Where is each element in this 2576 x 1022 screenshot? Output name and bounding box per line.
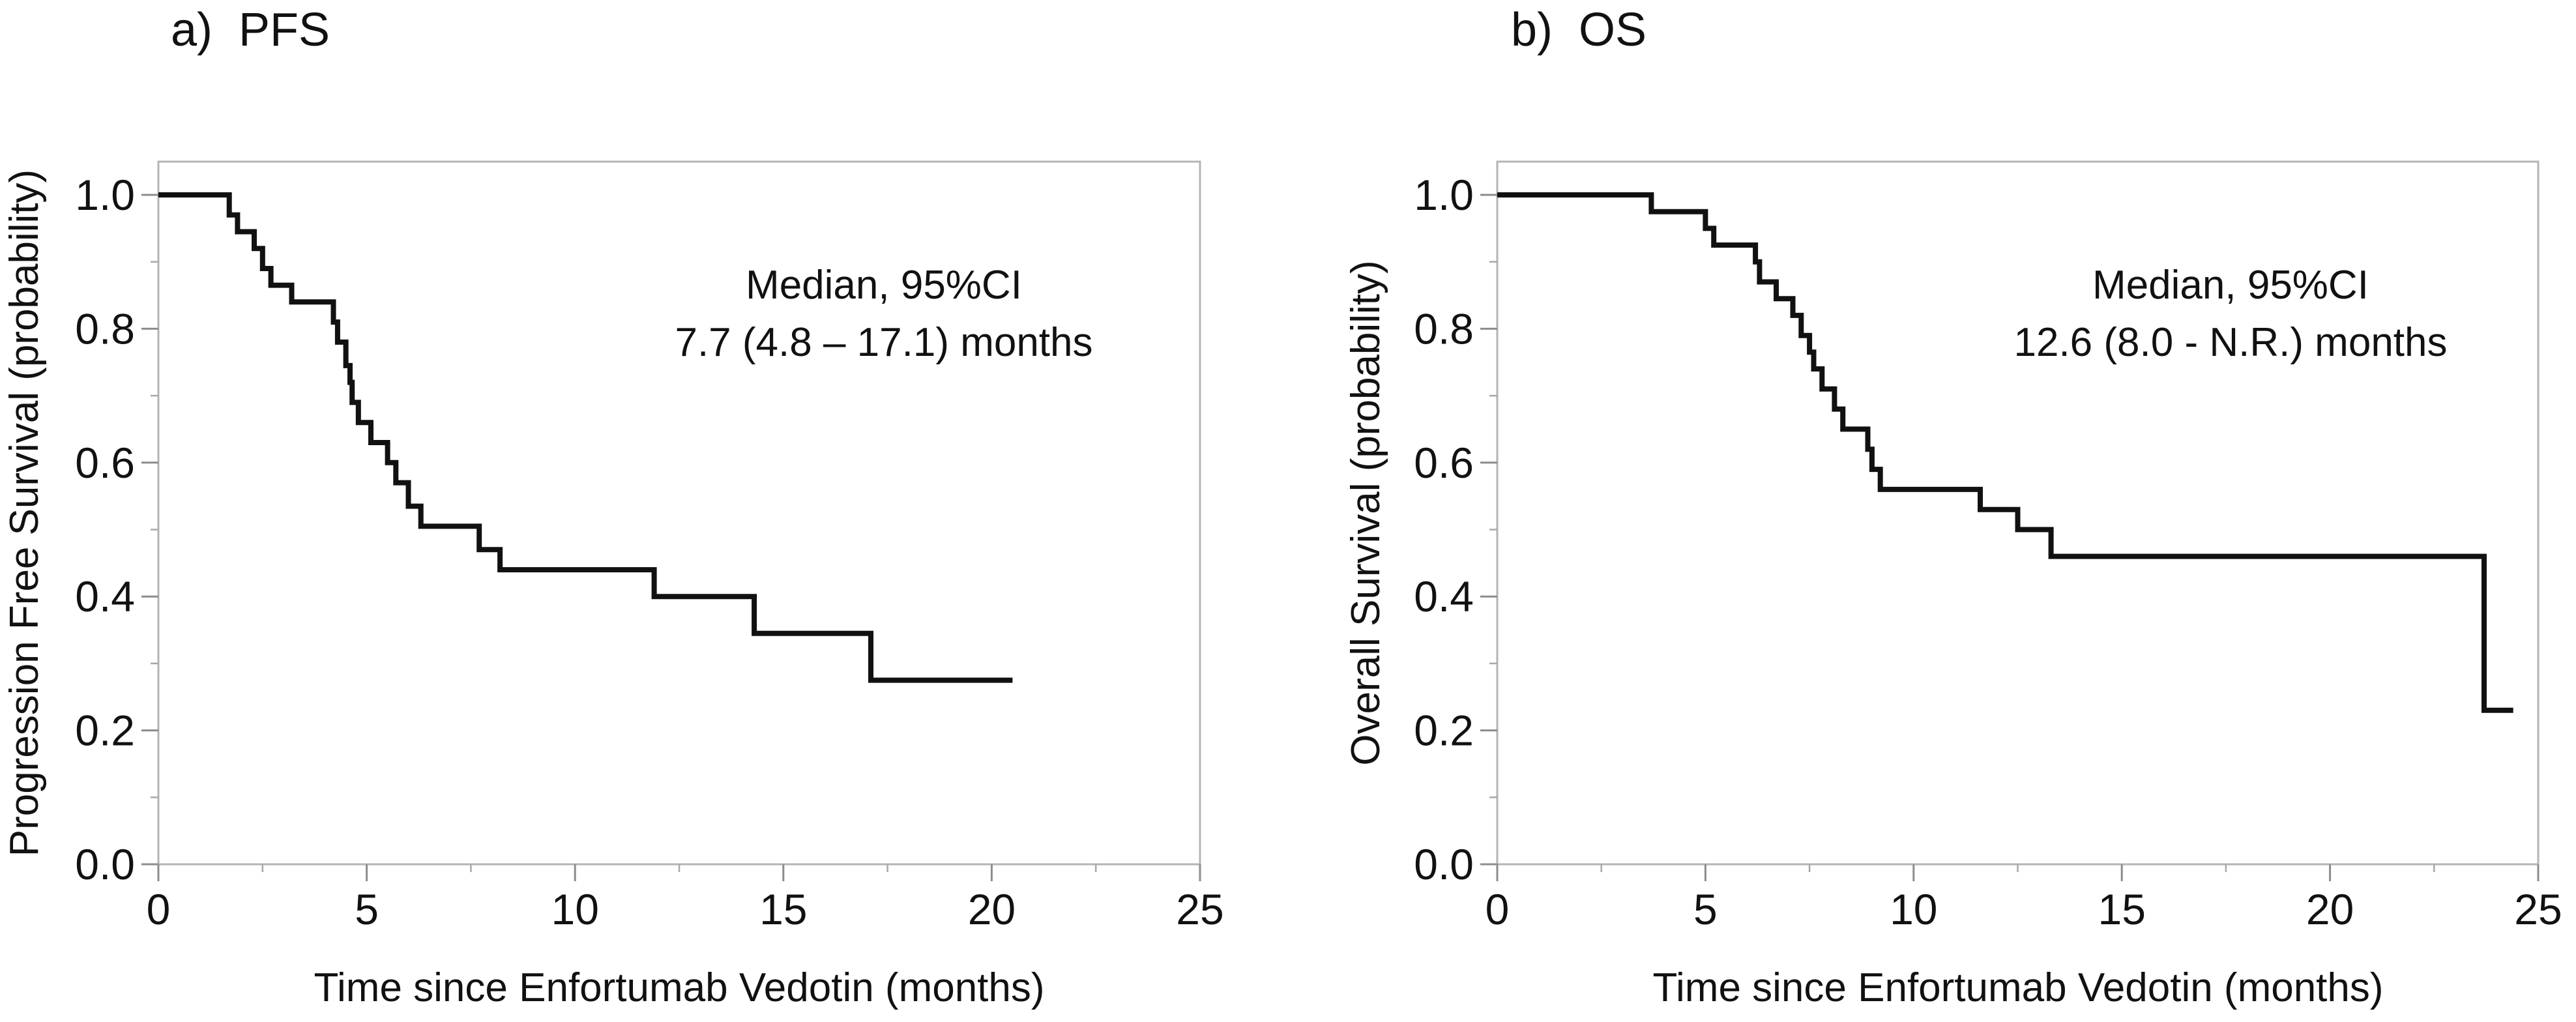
pfs-y-tick-label: 0.4: [75, 572, 135, 620]
pfs-x-tick-label: 20: [968, 885, 1016, 933]
os-annotation-line-1: Median, 95%CI: [2092, 263, 2369, 308]
pfs-axis-ticks: [141, 194, 1201, 881]
os-survival-curve: [1497, 192, 2513, 713]
pfs-x-tick-label: 15: [759, 885, 807, 933]
pfs-x-tick-labels: 0 5 10 15 20 25: [147, 885, 1224, 933]
os-x-tick-label: 0: [1486, 885, 1510, 933]
os-y-tick-label: 0.8: [1414, 304, 1474, 353]
os-panel-title: b) OS: [1511, 4, 1647, 56]
pfs-panel: a) PFS 0.0 0.2 0.4 0.6 0.8 1.0 0 5 10 15…: [2, 4, 1224, 1010]
pfs-y-tick-label: 0.8: [75, 304, 135, 353]
os-y-tick-label: 0.0: [1414, 840, 1474, 888]
os-annotation-line-2: 12.6 (8.0 - N.R.) months: [2013, 320, 2447, 365]
pfs-y-tick-label: 0.0: [75, 840, 135, 888]
pfs-x-axis-title: Time since Enfortumab Vedotin (months): [314, 965, 1044, 1010]
pfs-x-tick-label: 0: [147, 885, 171, 933]
pfs-annotation-line-1: Median, 95%CI: [746, 263, 1022, 308]
os-y-axis-title: Overall Survival (probability): [1343, 260, 1388, 765]
pfs-y-tick-label: 0.6: [75, 439, 135, 487]
pfs-x-tick-label: 10: [551, 885, 598, 933]
os-x-tick-label: 20: [2306, 885, 2354, 933]
os-x-tick-label: 5: [1693, 885, 1718, 933]
os-x-tick-labels: 0 5 10 15 20 25: [1486, 885, 2562, 933]
pfs-annotation-line-2: 7.7 (4.8 – 17.1) months: [675, 320, 1092, 365]
pfs-x-tick-label: 5: [355, 885, 379, 933]
os-x-axis-title: Time since Enfortumab Vedotin (months): [1652, 965, 2383, 1010]
pfs-plot-frame: [157, 160, 1201, 866]
os-x-tick-label: 15: [2098, 885, 2145, 933]
pfs-survival-curve: [158, 192, 1013, 683]
os-x-tick-label: 10: [1890, 885, 1937, 933]
os-x-tick-label: 25: [2514, 885, 2562, 933]
pfs-y-tick-label: 0.2: [75, 707, 135, 755]
os-y-tick-label: 0.6: [1414, 439, 1474, 487]
os-panel: b) OS 0.0 0.2 0.4 0.6 0.8 1.0 0 5 10 15 …: [1343, 4, 2562, 1010]
os-y-tick-label: 0.2: [1414, 707, 1474, 755]
pfs-panel-title: a) PFS: [171, 4, 330, 56]
os-y-tick-label: 0.4: [1414, 572, 1474, 620]
pfs-y-tick-label: 1.0: [75, 171, 135, 219]
os-y-tick-labels: 0.0 0.2 0.4 0.6 0.8 1.0: [1414, 171, 1474, 888]
pfs-y-axis-title: Progression Free Survival (probability): [2, 169, 47, 856]
pfs-y-tick-labels: 0.0 0.2 0.4 0.6 0.8 1.0: [75, 171, 135, 888]
os-y-tick-label: 1.0: [1414, 171, 1474, 219]
os-axis-ticks: [1480, 194, 2539, 881]
pfs-x-tick-label: 25: [1176, 885, 1223, 933]
